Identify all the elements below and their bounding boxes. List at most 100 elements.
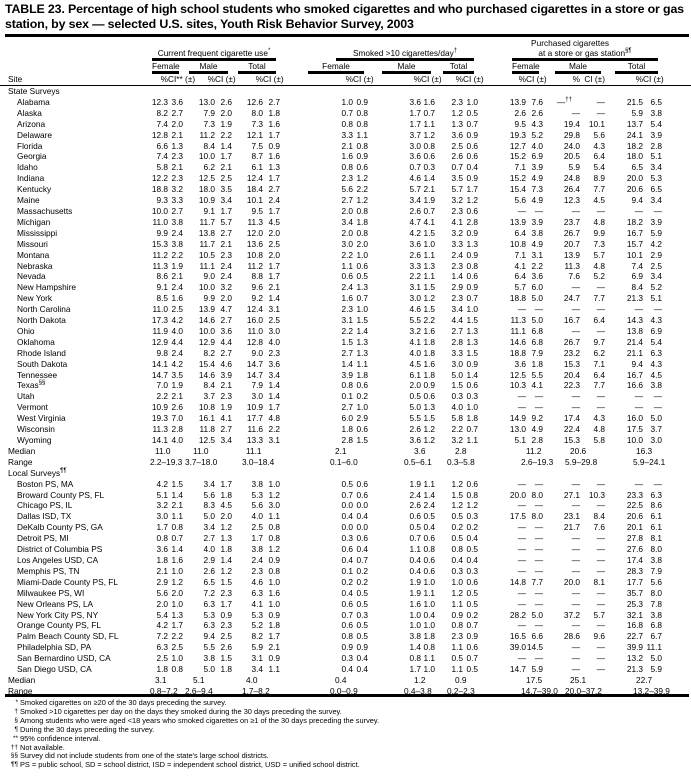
section-header-row: Local Surveys¶¶	[0, 468, 691, 479]
ci-cell: 1.5	[466, 347, 478, 358]
ci-cell: —	[596, 587, 605, 598]
percent-cell: 2.2	[341, 249, 353, 260]
percent-cell: 3.1	[409, 282, 421, 293]
percent-cell: 7.2	[203, 587, 215, 598]
percent-cell: 3.0	[251, 391, 263, 402]
pct-column-header: %	[368, 74, 421, 86]
percent-cell: 3.2	[451, 227, 463, 238]
ci-cell: 4.8	[593, 216, 605, 227]
percent-cell: 10.1	[246, 195, 263, 206]
percent-cell: 20.0	[509, 489, 526, 500]
percent-cell: 3.0	[409, 293, 421, 304]
range-value: 5.9–24.1	[633, 456, 666, 467]
percent-cell: 1.6	[341, 293, 353, 304]
ci-cell: 0.5	[466, 664, 478, 675]
percent-cell: 1.1	[451, 598, 463, 609]
ci-cell: 2.1	[220, 238, 232, 249]
ci-cell: 3.0	[268, 500, 280, 511]
percent-cell: 20.4	[563, 369, 580, 380]
sex-header-smoked-male: Male	[382, 61, 431, 74]
percent-cell: 0.8	[341, 631, 353, 642]
ci-cell: 1.3	[466, 336, 478, 347]
ci-cell: 0.5	[356, 271, 368, 282]
percent-cell: 5.7	[451, 184, 463, 195]
ci-cell: 2.8	[466, 216, 478, 227]
percent-cell: 11.2	[247, 260, 263, 271]
ci-cell: —	[534, 587, 543, 598]
ci-cell: 1.5	[423, 304, 435, 315]
percent-cell: 10.0	[151, 205, 168, 216]
ci-cell: 0.6	[466, 140, 478, 151]
percent-cell: 9.3	[156, 195, 168, 206]
table-row: Georgia 7.4 2.3 10.0 1.7 8.7 1.6 1.6 0.9 3.6 0.6 2.…	[0, 151, 691, 162]
ci-cell: 0.5	[466, 544, 478, 555]
percent-cell: 3.0	[341, 238, 353, 249]
percent-cell: 12.6	[246, 96, 263, 107]
ci-cell: 4.0	[268, 336, 280, 347]
site-name: Nebraska	[17, 260, 53, 271]
percent-cell: 5.6	[514, 195, 526, 206]
ci-cell: 4.9	[531, 238, 543, 249]
ci-cell: 1.2	[268, 544, 280, 555]
pct-column-header: %	[605, 74, 643, 86]
percent-cell: 21.7	[563, 522, 580, 533]
ci-cell: 0.6	[466, 478, 478, 489]
ci-cell: 0.6	[356, 162, 368, 173]
ci-cell: 0.9	[356, 151, 368, 162]
ci-cell: —	[596, 96, 605, 107]
percent-cell: 5.0	[203, 511, 215, 522]
percent-cell: 13.9	[509, 216, 526, 227]
percent-cell: 20.7	[563, 238, 580, 249]
ci-cell: 1.7	[268, 173, 280, 184]
percent-cell: 0.6	[409, 511, 421, 522]
ci-cell: 0.8	[466, 260, 478, 271]
percent-cell: —	[517, 391, 526, 402]
percent-cell: 8.4	[631, 282, 643, 293]
percent-cell: 7.5	[251, 140, 263, 151]
ci-cell: 1.6	[171, 554, 183, 565]
ci-cell: 5.1	[650, 151, 663, 162]
ci-cell: 2.4	[171, 347, 183, 358]
percent-cell: 20.1	[626, 522, 643, 533]
ci-cell: 2.7	[268, 184, 280, 195]
percent-cell: 0.3	[341, 533, 353, 544]
ci-cell: —	[653, 391, 663, 402]
ci-cell: —	[534, 391, 543, 402]
ci-cell: 4.0	[531, 140, 543, 151]
percent-cell: 13.3	[246, 435, 263, 445]
table-row: Milwaukee PS, WI 5.6 2.0 7.2 2.3 6.3 1.6 0.4 0.5…	[0, 588, 691, 599]
data-table: Purchased cigarettes Current frequent ci…	[0, 38, 691, 697]
table-row: Kentucky 18.8 3.2 18.0 3.5 18.4 2.7 5.6 2.2 5.7 2.…	[0, 184, 691, 195]
percent-cell: 11.2	[152, 249, 168, 260]
range-value: 14.7–39.0	[521, 685, 558, 696]
percent-cell: 9.6	[251, 282, 263, 293]
range-value: 0.8–7.2	[150, 685, 178, 696]
ci-cell: 1.6	[423, 96, 435, 107]
ci-cell: 0.5	[466, 587, 478, 598]
median-row: Median 11.0 11.0 11.1 2.1 3.6 2.8 11.2 20.6 16.3	[0, 446, 691, 457]
range-row: Range 0.8–7.2 2.6–9.4 1.7–8.2 0.0–0.9 0.4–3.8…	[0, 686, 691, 697]
ci-cell: 1.9	[171, 380, 183, 391]
median-row: Median 3.1 5.1 4.0 0.4 1.2 0.9 17.5 25.1 22.7	[0, 675, 691, 686]
ci-cell: 8.1	[593, 576, 605, 587]
percent-cell: 14.7	[151, 369, 168, 380]
ci-cell: 6.3	[650, 489, 663, 500]
percent-cell: 2.6	[409, 205, 421, 216]
ci-cell: 5.0	[650, 413, 663, 424]
percent-cell: 22.5	[626, 500, 643, 511]
ci-cell: 4.3	[593, 140, 605, 151]
site-name: West Virginia	[17, 413, 66, 424]
ci-cell: 4.8	[593, 424, 605, 435]
percent-cell: 11.6	[247, 424, 263, 435]
percent-cell: 7.1	[514, 162, 526, 173]
percent-cell: 7.6	[568, 271, 580, 282]
ci-cell: 3.9	[531, 216, 543, 227]
site-name: Palm Beach County SD, FL	[17, 631, 119, 642]
ci-cell: 8.4	[593, 511, 605, 522]
percent-cell: 0.8	[451, 620, 463, 631]
percent-cell: 6.5	[203, 576, 215, 587]
ci-cell: 1.0	[466, 304, 478, 315]
ci-cell: 2.7	[171, 107, 183, 118]
ci-cell: 6.4	[593, 369, 605, 380]
percent-cell: 0.3	[451, 391, 463, 402]
